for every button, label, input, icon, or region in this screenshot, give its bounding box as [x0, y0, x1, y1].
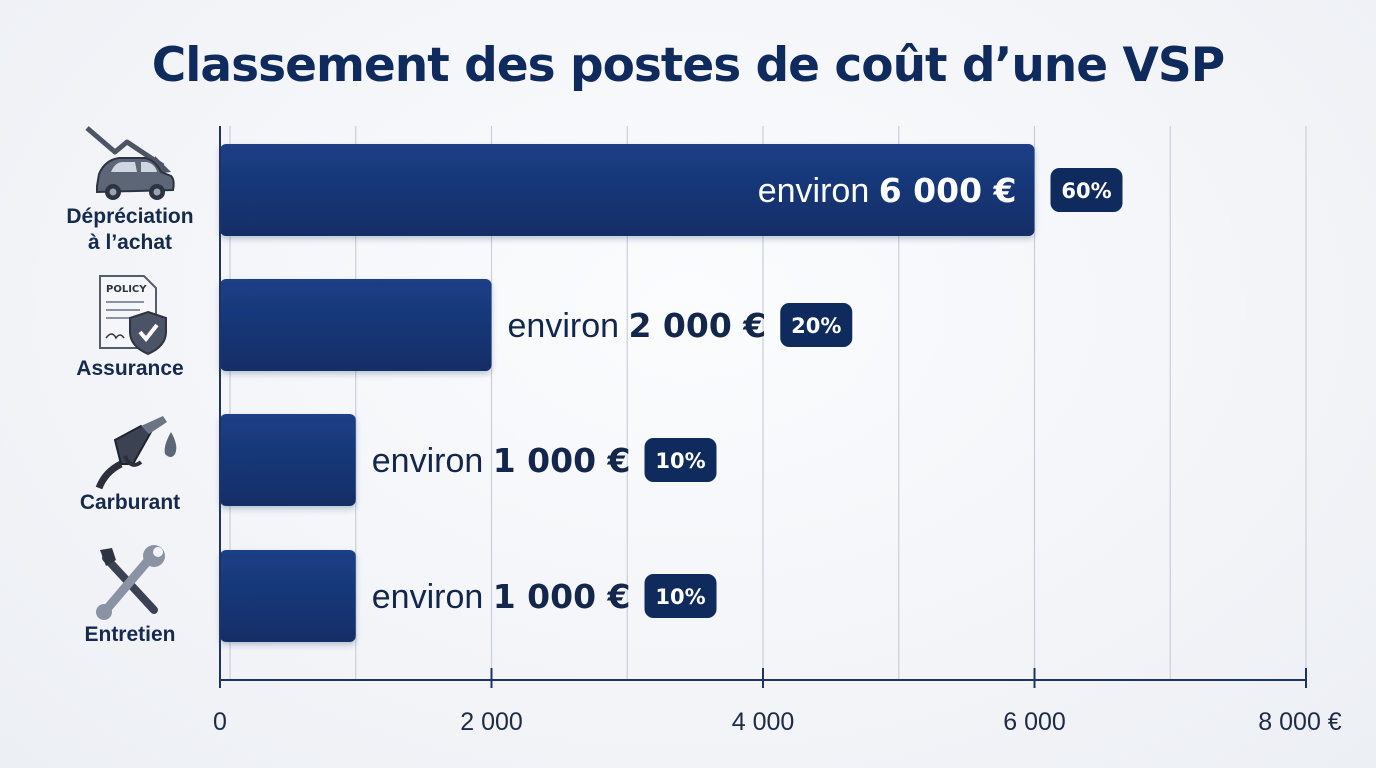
percent-badge-label: 60%: [1061, 179, 1111, 203]
category-fuel: Carburant: [40, 412, 220, 516]
category-maintenance: Entretien: [40, 544, 220, 648]
x-tick-label: 0: [213, 708, 227, 736]
category-label: Assurance: [76, 357, 184, 380]
fuel-nozzle-icon: [95, 416, 177, 490]
data-label-value: 1 000 €: [493, 577, 631, 616]
percent-badge-label: 10%: [655, 585, 705, 609]
category-depreciation: Dépréciation à l’achat: [40, 122, 220, 256]
category-label: Dépréciation à l’achat: [66, 205, 194, 254]
data-label-prefix: environ: [372, 442, 493, 480]
tools-icon: [96, 545, 165, 620]
x-tick-label: 8 000 €: [1258, 708, 1342, 736]
bar: [220, 279, 492, 371]
car-depreciation-icon: [85, 126, 175, 200]
data-label: environ 6 000 €: [758, 171, 1017, 210]
percent-badge-label: 20%: [791, 314, 841, 338]
category-insurance: POLICY Assurance: [40, 272, 220, 382]
data-label-value: 1 000 €: [493, 441, 631, 480]
chart-title: Classement des postes de coût d’une VSP: [151, 38, 1225, 93]
data-label-prefix: environ: [508, 307, 629, 345]
bar: [220, 144, 1035, 236]
data-label-value: 6 000 €: [879, 171, 1017, 210]
insurance-policy-icon: POLICY: [99, 275, 167, 356]
percent-badge-label: 10%: [655, 449, 705, 473]
percent-badge: [780, 303, 853, 347]
percent-badge: [644, 574, 717, 618]
data-label: environ 1 000 €: [372, 577, 631, 616]
svg-text:POLICY: POLICY: [106, 284, 147, 295]
data-label-value: 2 000 €: [628, 306, 766, 345]
data-label: environ 2 000 €: [508, 306, 767, 345]
data-label-prefix: environ: [372, 578, 493, 616]
percent-badge: [644, 438, 717, 482]
x-tick-label: 2 000: [460, 708, 523, 736]
bar: [220, 414, 356, 506]
data-label-prefix: environ: [758, 172, 879, 210]
percent-badge: [1050, 168, 1123, 212]
x-tick-label: 6 000: [1003, 708, 1066, 736]
category-label: Carburant: [79, 491, 181, 514]
x-tick-label: 4 000: [732, 708, 795, 736]
data-label: environ 1 000 €: [372, 441, 631, 480]
category-label: Entretien: [84, 623, 176, 646]
bar: [220, 550, 356, 642]
